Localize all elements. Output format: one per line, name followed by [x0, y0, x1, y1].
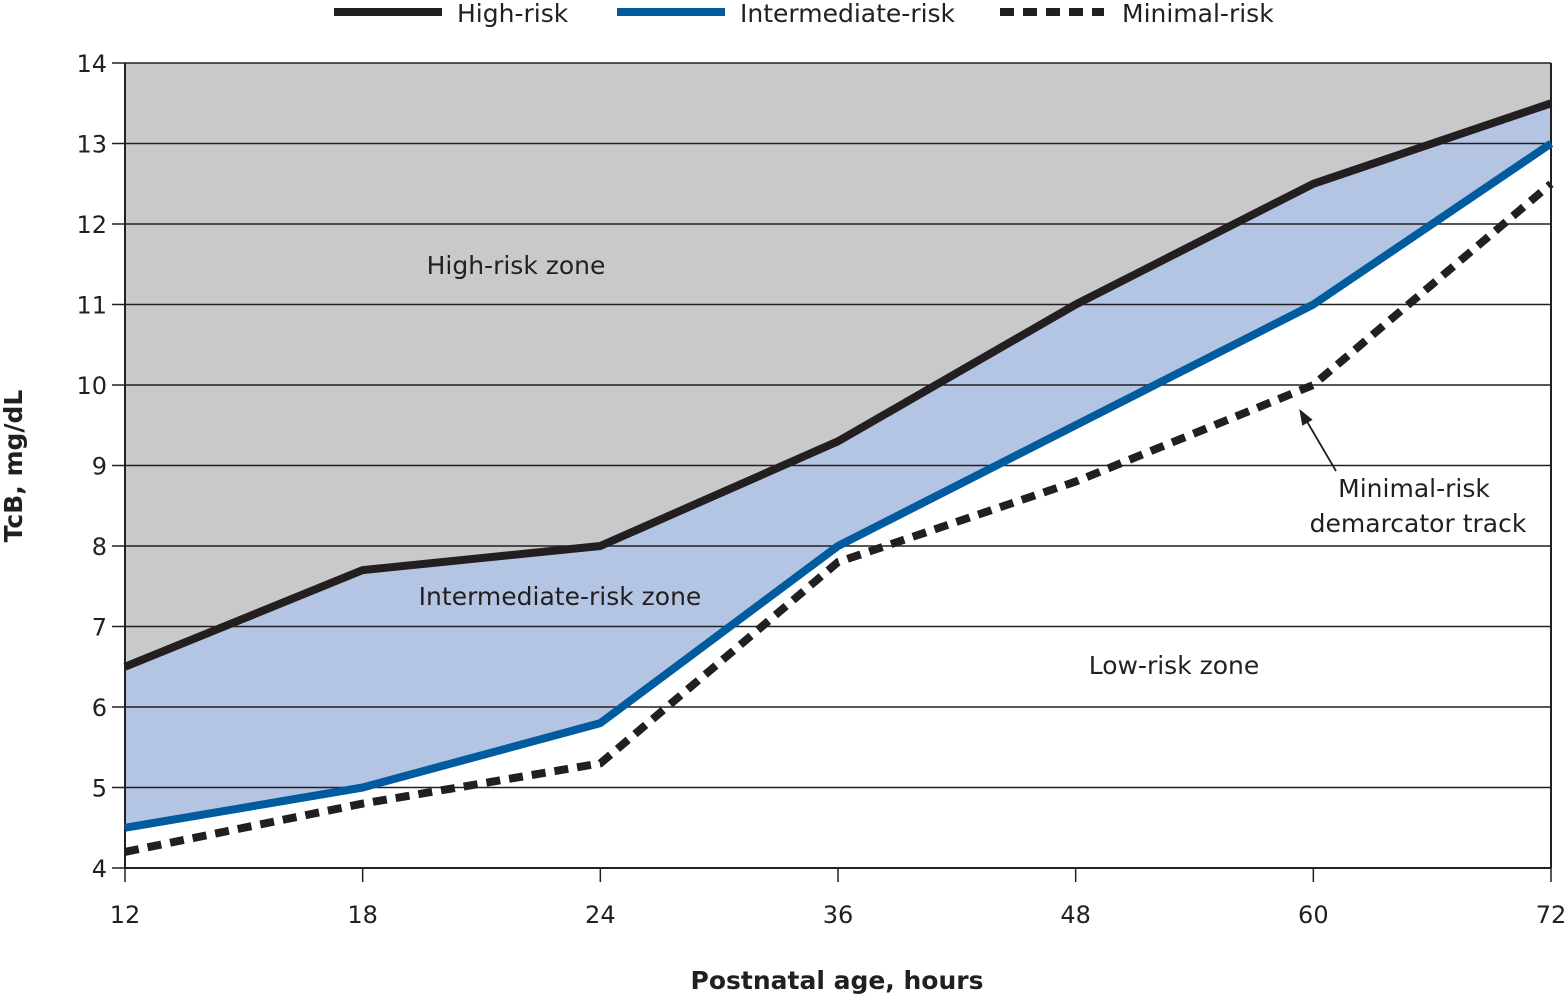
data-point-intermediate-risk-48 — [1075, 424, 1077, 426]
high-risk-zone-area — [125, 63, 1551, 667]
data-point-minimal-risk-24 — [599, 762, 601, 764]
y-tick-label-10: 10 — [76, 372, 107, 400]
data-point-intermediate-risk-24 — [599, 722, 601, 724]
y-tick-label-7: 7 — [92, 614, 107, 642]
low-risk-zone-label: Low-risk zone — [1089, 651, 1260, 680]
data-point-intermediate-risk-18 — [362, 787, 364, 788]
annotation-arrow-line — [1303, 416, 1337, 472]
x-tick-label-60: 60 — [1298, 901, 1329, 929]
data-point-intermediate-risk-36 — [837, 545, 839, 547]
x-tick-label-12: 12 — [110, 901, 141, 929]
x-tick-label-48: 48 — [1060, 901, 1091, 929]
annotation-arrow — [1299, 409, 1337, 472]
data-point-minimal-risk-48 — [1075, 481, 1077, 483]
legend: High-risk Intermediate-risk Minimal-risk — [334, 0, 1274, 28]
data-point-high-risk-36 — [837, 440, 839, 442]
data-point-high-risk-18 — [362, 569, 364, 571]
x-tick-label-18: 18 — [347, 901, 378, 929]
series-lines — [123, 99, 1554, 856]
data-point-minimal-risk-18 — [362, 803, 364, 805]
zone-labels: High-risk zone Intermediate-risk zone Lo… — [419, 251, 1527, 680]
y-tick-label-6: 6 — [92, 694, 107, 722]
data-point-minimal-risk-12 — [124, 851, 126, 853]
y-tick-label-11: 11 — [76, 292, 107, 320]
data-point-high-risk-24 — [599, 545, 601, 547]
x-tick-label-24: 24 — [585, 901, 616, 929]
y-tick-label-4: 4 — [92, 855, 107, 883]
y-tick-label-13: 13 — [76, 131, 107, 159]
y-tick-label-8: 8 — [92, 533, 107, 561]
y-axis-label: TcB, mg/dL — [0, 390, 28, 543]
x-axis-label: Postnatal age, hours — [691, 966, 984, 995]
data-point-minimal-risk-60 — [1312, 384, 1314, 386]
annotation-line-2: demarcator track — [1310, 509, 1527, 538]
legend-label-minimal-risk: Minimal-risk — [1122, 0, 1274, 28]
annotation-line-1: Minimal-risk — [1338, 474, 1490, 503]
legend-label-intermediate-risk: Intermediate-risk — [740, 0, 956, 28]
data-point-high-risk-48 — [1075, 304, 1077, 305]
intermediate-risk-zone-label: Intermediate-risk zone — [419, 582, 702, 611]
data-point-intermediate-risk-12 — [124, 827, 126, 829]
data-point-high-risk-60 — [1312, 183, 1314, 185]
x-tick-label-36: 36 — [823, 901, 854, 929]
data-point-high-risk-12 — [124, 666, 126, 668]
axes: 12 18 24 36 48 60 72 — [110, 63, 1566, 929]
y-tick-label-14: 14 — [76, 50, 107, 78]
data-point-intermediate-risk-72 — [1550, 143, 1552, 144]
data-point-minimal-risk-72 — [1550, 183, 1552, 185]
y-tick-label-5: 5 — [92, 775, 107, 803]
annotation-arrow-head — [1299, 409, 1313, 426]
x-tick-label-72: 72 — [1536, 901, 1566, 929]
high-risk-zone-label: High-risk zone — [427, 251, 606, 280]
y-tick-label-12: 12 — [76, 211, 107, 239]
legend-label-high-risk: High-risk — [457, 0, 569, 28]
data-point-minimal-risk-36 — [837, 561, 839, 563]
data-point-intermediate-risk-60 — [1312, 304, 1314, 305]
data-point-high-risk-72 — [1550, 102, 1552, 104]
y-tick-label-9: 9 — [92, 453, 107, 481]
